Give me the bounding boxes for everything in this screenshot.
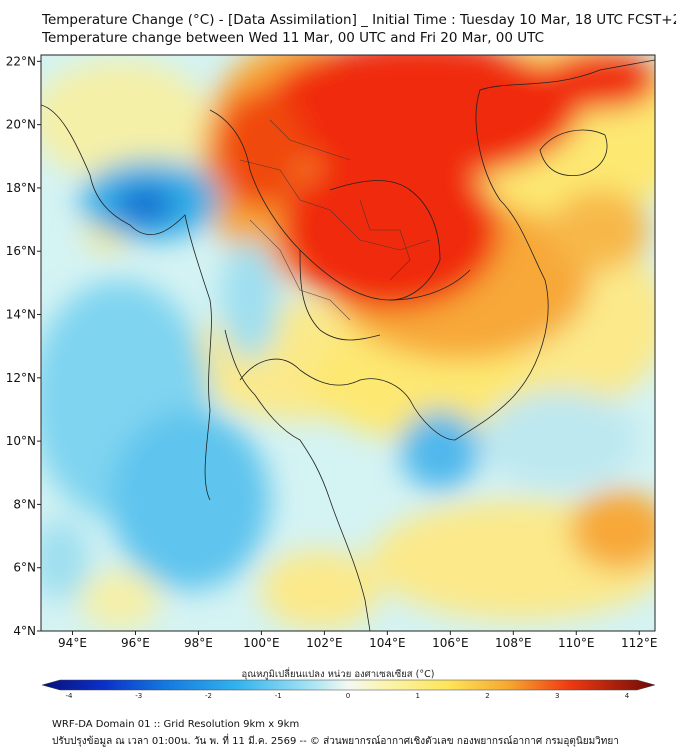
lon-tick-label: 112°E (621, 636, 658, 650)
colorbar-tick-label: -1 (274, 692, 282, 700)
lon-tick-label: 110°E (558, 636, 595, 650)
lon-tick-label: 108°E (495, 636, 532, 650)
lat-tick-label: 18°N (6, 181, 36, 195)
lat-tick-label: 14°N (6, 308, 36, 322)
temperature-change-map[interactable]: 94°E 96°E 98°E 100°E 102°E 104°E 106°E 108°E 110… (0, 0, 676, 660)
lon-tick-label: 102°E (306, 636, 343, 650)
lon-tick-label: 106°E (432, 636, 469, 650)
lon-tick-label: 96°E (121, 636, 150, 650)
longitude-axis: 94°E 96°E 98°E 100°E 102°E 104°E 106°E 108°E 110… (58, 631, 658, 650)
lon-tick-label: 94°E (58, 636, 87, 650)
footer-model-info: WRF-DA Domain 01 :: Grid Resolution 9km … (52, 719, 300, 730)
colorbar-title: อุณหภูมิเปลี่ยนแปลง หน่วย องศาเซลเซียส (… (241, 669, 435, 680)
lat-tick-label: 10°N (6, 434, 36, 448)
lon-tick-label: 104°E (369, 636, 406, 650)
lat-tick-label: 22°N (6, 54, 36, 68)
colorbar-tick-label: 1 (415, 692, 420, 700)
map-title: Temperature Change (°C) - [Data Assimila… (42, 12, 676, 28)
map-container: 94°E 96°E 98°E 100°E 102°E 104°E 106°E 108°E 110… (0, 0, 676, 660)
colorbar-tick-label: -2 (205, 692, 212, 700)
colorbar-tick-label: 3 (555, 692, 560, 700)
lon-tick-label: 98°E (184, 636, 213, 650)
map-subtitle: Temperature change between Wed 11 Mar, 0… (42, 30, 545, 46)
lat-tick-label: 20°N (6, 118, 36, 132)
colorbar-tick-label: -3 (135, 692, 143, 700)
colorbar-tick-label: -4 (65, 692, 73, 700)
lat-tick-label: 8°N (13, 497, 36, 511)
footer-update-info: ปรับปรุงข้อมูล ณ เวลา 01:00น. วัน พ. ที่… (52, 736, 619, 747)
lat-tick-label: 6°N (13, 561, 36, 575)
map-frame (40, 54, 656, 632)
lat-tick-label: 4°N (13, 624, 36, 638)
temperature-field (41, 55, 655, 631)
lon-tick-label: 100°E (243, 636, 280, 650)
colorbar-tick-label: 2 (485, 692, 490, 700)
colorbar (41, 679, 656, 691)
colorbar-tick-label: 0 (345, 692, 351, 700)
latitude-axis: 4°N 6°N 8°N 10°N 12°N 14°N 16°N 18°N 20°N 22°N (6, 54, 41, 638)
coastlines (41, 59, 655, 631)
lat-tick-label: 12°N (6, 371, 36, 385)
colorbar-tick-label: 4 (624, 692, 630, 700)
lat-tick-label: 16°N (6, 244, 36, 258)
